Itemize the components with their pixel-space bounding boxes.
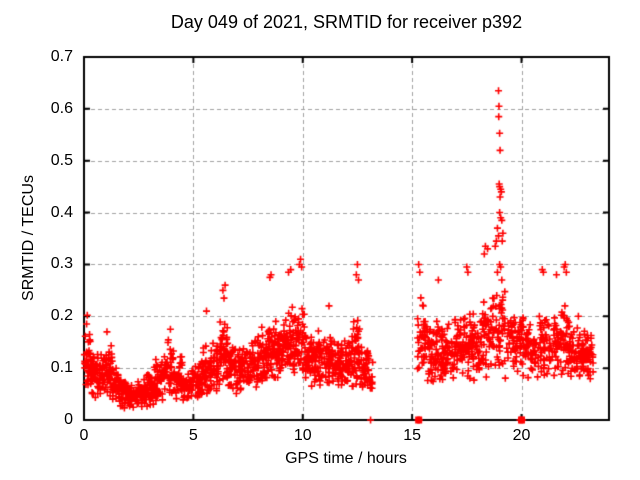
y-tick-label: 0.4 [50, 203, 73, 221]
y-tick-label: 0 [64, 411, 73, 428]
x-tick-label: 20 [512, 427, 531, 444]
x-tick-label: 0 [79, 427, 89, 444]
y-tick-label: 0.7 [50, 48, 73, 65]
y-tick-label: 0.6 [50, 99, 73, 117]
x-axis-label: GPS time / hours [285, 450, 407, 467]
x-tick-label: 10 [293, 427, 312, 444]
x-tick-label: 15 [403, 427, 422, 444]
x-tick-label: 5 [188, 427, 198, 444]
chart-title: Day 049 of 2021, SRMTID for receiver p39… [170, 12, 523, 32]
y-tick-label: 0.3 [50, 255, 73, 273]
y-tick-label: 0.2 [50, 307, 73, 325]
y-tick-label: 0.1 [50, 359, 73, 377]
y-tick-label: 0.5 [50, 151, 73, 169]
